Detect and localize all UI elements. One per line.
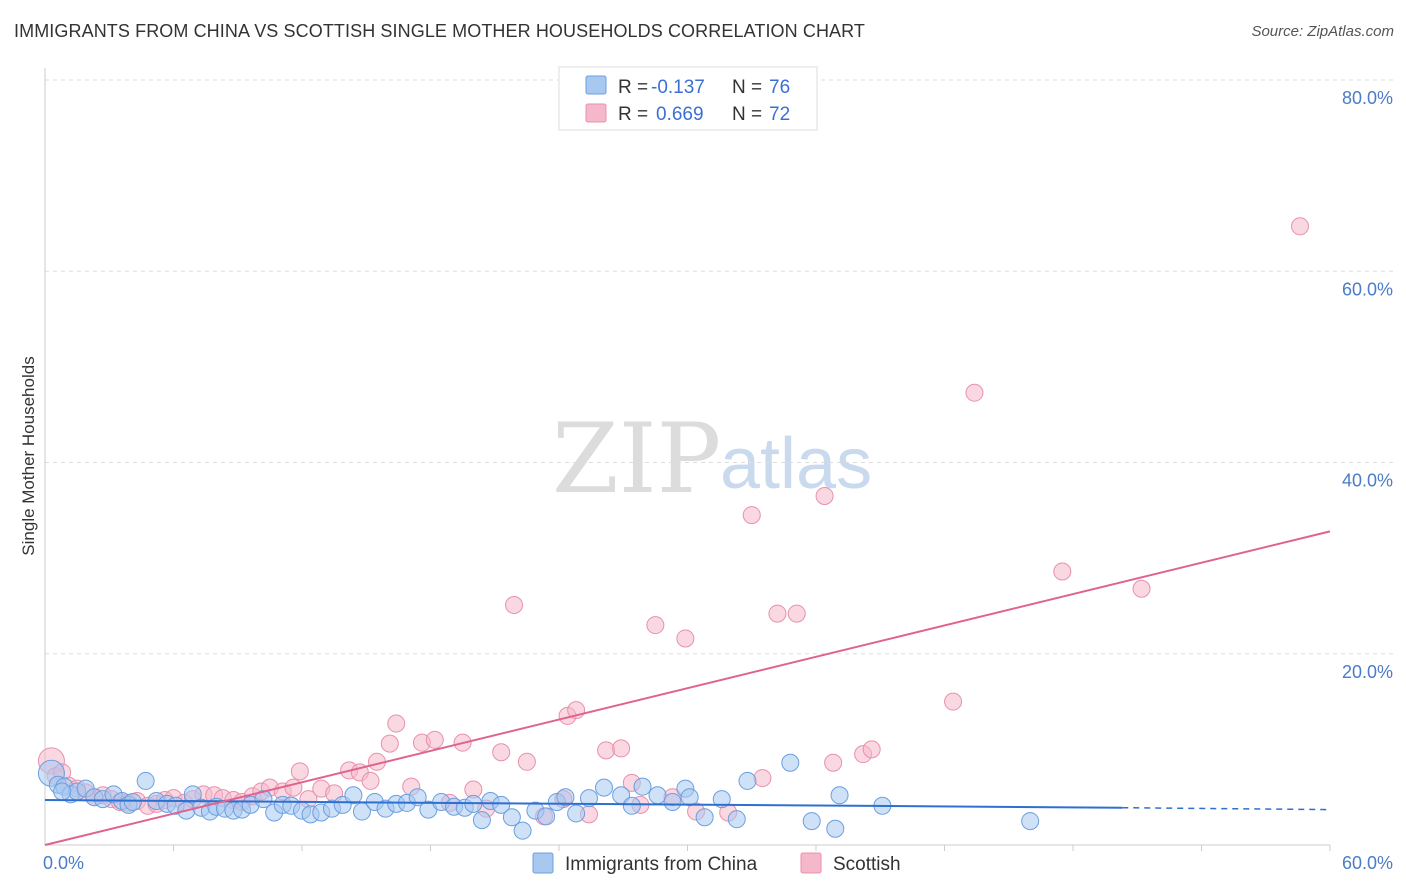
china-point bbox=[408, 788, 427, 807]
china-point bbox=[663, 792, 682, 811]
scottish-point bbox=[824, 753, 843, 772]
china-point bbox=[727, 810, 746, 829]
scottish-point bbox=[1132, 579, 1151, 598]
china-point bbox=[826, 819, 845, 838]
china-point bbox=[781, 753, 800, 772]
china-point bbox=[830, 786, 849, 805]
china-point bbox=[622, 796, 641, 815]
x-tick-label-1: 60.0% bbox=[1342, 853, 1393, 873]
watermark-atlas: atlas bbox=[720, 424, 872, 504]
scottish-point bbox=[425, 730, 444, 749]
china-point bbox=[738, 771, 757, 790]
chart-title: IMMIGRANTS FROM CHINA VS SCOTTISH SINGLE… bbox=[14, 21, 866, 41]
scottish-point bbox=[597, 741, 616, 760]
watermark-zip: ZIP bbox=[552, 403, 721, 515]
china-point bbox=[344, 786, 363, 805]
scottish-point bbox=[862, 740, 881, 759]
bottom-legend-swatch-scottish bbox=[800, 852, 822, 874]
scottish-point bbox=[753, 769, 772, 788]
china-point bbox=[123, 792, 142, 811]
china-point bbox=[1021, 812, 1040, 831]
china-point bbox=[492, 795, 511, 814]
y-tick-labels: 80.0% 60.0% 40.0% 20.0% bbox=[1342, 88, 1393, 682]
scottish-point bbox=[380, 734, 399, 753]
scottish-point bbox=[361, 771, 380, 790]
scottish-point bbox=[1291, 217, 1310, 236]
legend-n-value-scottish: 72 bbox=[769, 104, 790, 125]
scottish-point bbox=[284, 778, 303, 797]
legend-r-value-scottish: 0.669 bbox=[656, 104, 704, 125]
grid bbox=[45, 79, 1393, 655]
legend-n-label-scottish: N = bbox=[732, 104, 762, 125]
legend-n-label-china: N = bbox=[732, 77, 762, 98]
legend-r-value-china: -0.137 bbox=[651, 77, 705, 98]
china-point bbox=[556, 788, 575, 807]
scottish-point bbox=[768, 604, 787, 623]
trend-lines bbox=[44, 530, 1331, 846]
legend-n-value-china: 76 bbox=[769, 77, 790, 98]
x-tick-label-0: 0.0% bbox=[43, 853, 84, 873]
china-point bbox=[579, 789, 598, 808]
trend-line-scottish bbox=[44, 530, 1331, 846]
china-point bbox=[648, 786, 667, 805]
china-point bbox=[594, 778, 613, 797]
scottish-point bbox=[505, 595, 524, 614]
china-point bbox=[633, 777, 652, 796]
y-tick-label-0: 80.0% bbox=[1342, 88, 1393, 108]
scottish-point bbox=[742, 506, 761, 525]
china-point bbox=[695, 808, 714, 827]
china-point bbox=[802, 812, 821, 831]
series-immigrants-from-china bbox=[37, 753, 1040, 840]
china-point bbox=[136, 771, 155, 790]
china-point bbox=[712, 790, 731, 809]
bottom-legend-swatch-china bbox=[532, 852, 554, 874]
y-tick-label-3: 20.0% bbox=[1342, 662, 1393, 682]
china-point bbox=[53, 782, 72, 801]
scottish-point bbox=[387, 714, 406, 733]
scottish-point bbox=[815, 486, 834, 505]
scottish-point bbox=[1053, 562, 1072, 581]
china-point bbox=[680, 788, 699, 807]
scottish-point bbox=[676, 629, 695, 648]
legend-swatch-china bbox=[585, 75, 607, 95]
legend-r-label-scottish: R = bbox=[618, 104, 648, 125]
scottish-point bbox=[492, 743, 511, 762]
scottish-point bbox=[965, 383, 984, 402]
trend-line-china-extension bbox=[1122, 806, 1331, 811]
china-point bbox=[502, 808, 521, 827]
china-point bbox=[254, 790, 273, 809]
scottish-point bbox=[517, 752, 536, 771]
bottom-legend-label-china: Immigrants from China bbox=[565, 854, 758, 875]
x-minor-ticks bbox=[173, 845, 1331, 851]
y-axis-label: Single Mother Households bbox=[19, 356, 38, 555]
scottish-point bbox=[787, 604, 806, 623]
scottish-point bbox=[944, 692, 963, 711]
watermark: ZIP atlas bbox=[552, 403, 872, 515]
series-legend: Immigrants from China Scottish bbox=[532, 852, 901, 875]
china-point bbox=[537, 807, 556, 826]
correlation-legend: R = -0.137 N = 76 R = 0.669 N = 72 bbox=[558, 66, 818, 131]
legend-swatch-scottish bbox=[585, 103, 607, 123]
china-point bbox=[472, 811, 491, 830]
x-tick-labels: 0.0% 60.0% bbox=[43, 853, 1393, 873]
china-point bbox=[183, 785, 202, 804]
legend-r-label-china: R = bbox=[618, 77, 648, 98]
scottish-point bbox=[612, 739, 631, 758]
y-tick-label-1: 60.0% bbox=[1342, 279, 1393, 299]
source-credit: Source: ZipAtlas.com bbox=[1251, 23, 1394, 40]
series-scottish bbox=[37, 217, 1310, 826]
bottom-legend-label-scottish: Scottish bbox=[833, 854, 901, 875]
china-point bbox=[513, 821, 532, 840]
scottish-point bbox=[290, 762, 309, 781]
china-point bbox=[567, 804, 586, 823]
scottish-point bbox=[646, 616, 665, 635]
y-tick-label-2: 40.0% bbox=[1342, 471, 1393, 491]
